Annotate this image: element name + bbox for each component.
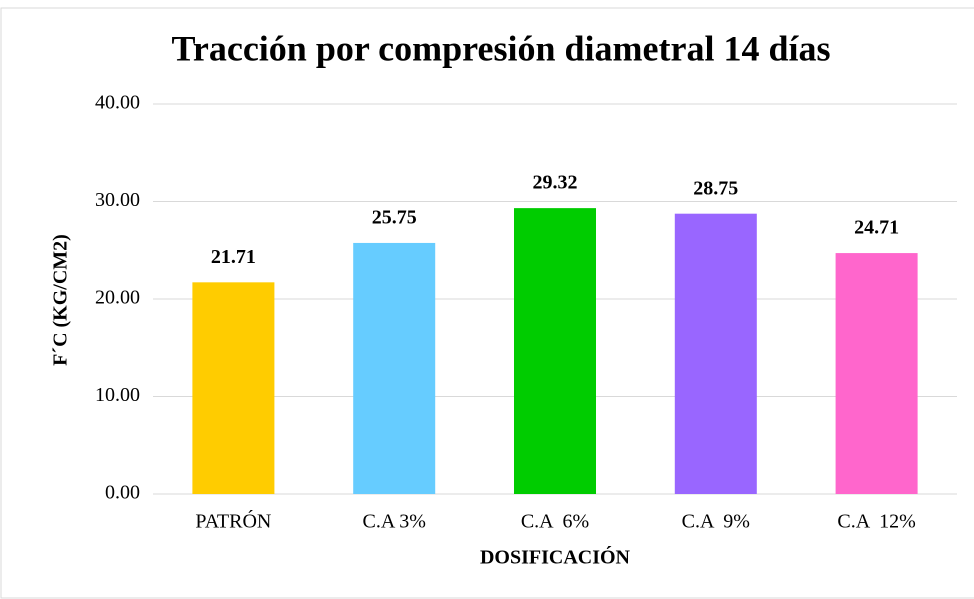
bar (835, 253, 918, 494)
y-tick-label: 0.00 (105, 482, 140, 504)
data-label: 29.32 (533, 172, 578, 194)
bar (674, 213, 757, 494)
y-tick-label: 20.00 (95, 287, 140, 309)
y-tick-label: 10.00 (95, 384, 140, 406)
bar (513, 208, 597, 494)
y-tick-label: 30.00 (95, 189, 140, 211)
x-tick-label: C.A 9% (682, 511, 750, 533)
data-label: 24.71 (854, 217, 899, 239)
y-axis-title: F´C (KG/CM2) (50, 234, 72, 366)
x-axis-title: DOSIFICACIÓN (480, 545, 631, 569)
data-label: 25.75 (372, 207, 417, 229)
data-label: 21.71 (211, 246, 256, 268)
x-tick-label: PATRÓN (195, 509, 271, 533)
x-tick-label: C.A 12% (837, 511, 915, 533)
bar (353, 242, 436, 494)
chart-title: Tracción por compresión diametral 14 día… (172, 28, 831, 68)
data-label: 28.75 (693, 177, 738, 199)
bar (192, 282, 275, 494)
chart-border (0, 7, 974, 599)
y-tick-label: 40.00 (95, 92, 140, 114)
x-tick-label: C.A 3% (363, 511, 426, 533)
x-tick-label: C.A 6% (521, 511, 589, 533)
